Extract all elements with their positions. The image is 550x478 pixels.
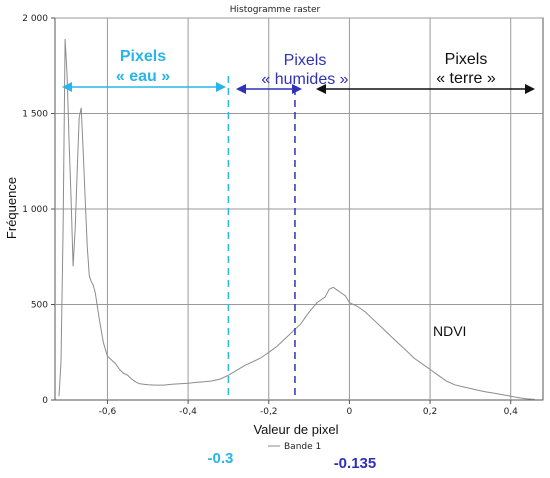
y-tick-label: 2 000 — [22, 14, 48, 24]
threshold-label-humid: -0.135 — [334, 455, 377, 472]
annotation-ndvi: NDVI — [433, 323, 466, 339]
series-line-bande-1 — [58, 38, 535, 400]
annotation-humides-line2: « humides » — [261, 71, 348, 88]
x-tick-labels: -0,6 -0,4 -0,2 0 0,2 0,4 — [99, 400, 519, 417]
x-tick-label: 0 — [347, 407, 353, 417]
x-tick-label: -0,6 — [99, 407, 117, 417]
x-tick-label: 0,2 — [423, 407, 437, 417]
annotation-arrows — [62, 82, 535, 94]
annotation-terre-line2: « terre » — [436, 70, 496, 87]
arrow-water-range — [62, 82, 226, 92]
annotation-humides-line1: Pixels — [284, 52, 327, 69]
y-axis-label: Fréquence — [4, 177, 19, 239]
x-tick-label: -0,4 — [179, 407, 197, 417]
y-tick-label: 500 — [31, 301, 48, 311]
annotation-terre-line1: Pixels — [445, 51, 488, 68]
arrow-land-range — [316, 84, 535, 94]
threshold-label-water: -0.3 — [207, 450, 233, 467]
chart-title: Histogramme raster — [230, 5, 321, 15]
legend: Bande 1 — [268, 442, 321, 452]
x-axis-label: Valeur de pixel — [253, 422, 338, 437]
x-tick-label: 0,4 — [504, 407, 519, 417]
grid-lines — [55, 17, 543, 400]
annotation-eau-line2: « eau » — [116, 68, 170, 85]
legend-label: Bande 1 — [284, 442, 321, 452]
y-tick-labels: 0 500 1 000 1 500 2 000 — [22, 14, 55, 406]
y-tick-label: 0 — [42, 396, 48, 406]
y-tick-label: 1 000 — [22, 205, 48, 215]
annotation-eau-line1: Pixels — [120, 48, 166, 65]
y-tick-label: 1 500 — [22, 110, 48, 120]
x-tick-label: -0,2 — [260, 407, 278, 417]
